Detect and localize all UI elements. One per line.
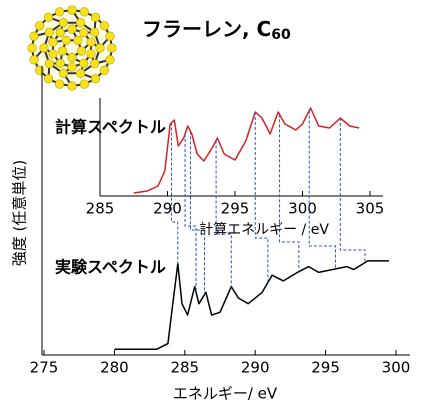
- atom: [40, 44, 49, 53]
- atom: [56, 59, 65, 68]
- peak-link: [280, 114, 299, 271]
- peak-link: [190, 131, 204, 294]
- x-tick-label: 295: [311, 359, 340, 377]
- inset-x-axis-label: 計算エネルギー / eV: [199, 222, 329, 238]
- x-tick-label: 285: [86, 200, 115, 218]
- atom: [35, 21, 44, 30]
- atom: [68, 82, 77, 91]
- series-label: 計算スペクトル: [55, 118, 166, 137]
- chart-title: フラーレン, C60: [142, 17, 291, 44]
- atom: [62, 36, 71, 45]
- atom: [90, 59, 99, 68]
- atom: [68, 6, 77, 15]
- atom: [87, 38, 96, 47]
- atom: [68, 53, 77, 62]
- atom: [87, 50, 96, 59]
- atom: [91, 13, 100, 22]
- atom: [77, 47, 86, 56]
- atom: [108, 44, 117, 53]
- atom: [76, 69, 85, 78]
- x-tick-label: 290: [153, 200, 182, 218]
- atom: [106, 32, 115, 41]
- atom: [45, 28, 54, 37]
- c60-molecule: [28, 6, 117, 91]
- series-label: 実験スペクトル: [55, 258, 166, 277]
- atom: [55, 80, 64, 89]
- atom: [68, 25, 77, 34]
- atom: [91, 74, 100, 83]
- atom: [49, 38, 58, 47]
- atom: [44, 74, 53, 83]
- atom: [68, 63, 77, 72]
- x-tick-label: 285: [170, 359, 199, 377]
- chart: フラーレン, C60 エネルギー/ eV 強度 (任意単位) 計算エネルギー /…: [0, 0, 431, 409]
- atom: [74, 36, 83, 45]
- atom: [30, 55, 39, 64]
- x-tick-label: 300: [288, 200, 317, 218]
- x-axis-label: エネルギー/ eV: [173, 385, 278, 403]
- atom: [100, 66, 109, 75]
- atom: [59, 69, 68, 78]
- atom: [96, 44, 105, 53]
- x-tick-label: 275: [30, 359, 59, 377]
- atom: [44, 13, 53, 22]
- x-tick-label: 300: [382, 359, 411, 377]
- atom: [55, 8, 64, 17]
- atom: [30, 32, 39, 41]
- y-axis-label: 強度 (任意単位): [11, 160, 29, 266]
- atom: [56, 28, 65, 37]
- atom: [80, 8, 89, 17]
- title-text: フラーレン, C: [142, 17, 271, 41]
- peak-link: [309, 111, 335, 269]
- peak-link: [255, 112, 268, 283]
- atom: [76, 18, 85, 27]
- atom: [35, 66, 44, 75]
- atom: [100, 21, 109, 30]
- spectrum-line: [134, 108, 359, 193]
- atom: [59, 18, 68, 27]
- atom: [28, 44, 37, 53]
- atom: [49, 50, 58, 59]
- x-tick-label: 295: [221, 200, 250, 218]
- atom: [79, 28, 88, 37]
- x-tick-label: 305: [356, 200, 385, 218]
- peak-link: [340, 118, 365, 263]
- title-subscript: 60: [271, 27, 291, 43]
- atom: [79, 59, 88, 68]
- atom: [58, 47, 67, 56]
- x-tick-label: 290: [241, 359, 270, 377]
- atom: [90, 28, 99, 37]
- x-tick-label: 280: [100, 359, 129, 377]
- atom: [106, 55, 115, 64]
- atom: [80, 80, 89, 89]
- atom: [45, 59, 54, 68]
- peak-link: [172, 123, 178, 264]
